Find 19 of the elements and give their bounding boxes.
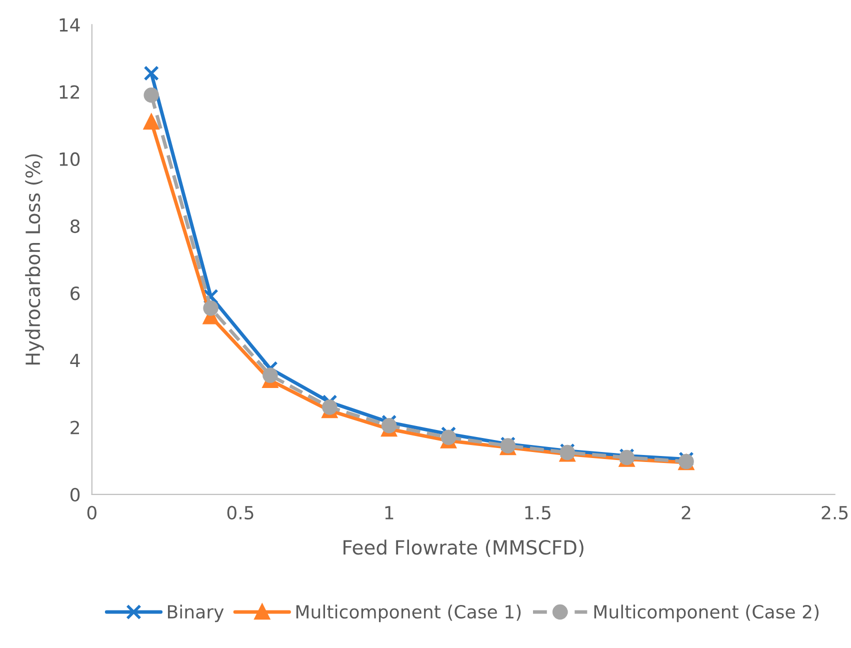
y-tick-label: 12	[60, 85, 79, 99]
x-tick-label: 1	[385, 506, 394, 520]
y-tick-label: 8	[70, 219, 80, 234]
x-tick-label: 2	[682, 506, 690, 520]
x-tick-label: 1.5	[525, 506, 550, 520]
y-tick-label: 4	[70, 354, 80, 368]
y-axis-title: Hydrocarbon Loss (%)	[25, 154, 44, 364]
x-tick-label: 2.5	[822, 506, 848, 520]
y-tick-label: 6	[70, 286, 80, 300]
x-tick-label: 0	[87, 506, 96, 520]
y-tick-label: 0	[70, 488, 80, 502]
x-axis-title: Feed Flowrate (MMSCFD)	[344, 540, 584, 558]
y-tick-label: 14	[60, 18, 80, 32]
y-tick-label: 10	[60, 152, 80, 166]
legend-label: Multicomponent (Case 2)	[594, 604, 819, 622]
legend-label: Binary	[168, 604, 224, 622]
y-tick-label: 2	[70, 420, 79, 434]
legend-label: Multicomponent (Case 1)	[296, 604, 521, 622]
x-tick-label: 0.5	[227, 506, 254, 520]
